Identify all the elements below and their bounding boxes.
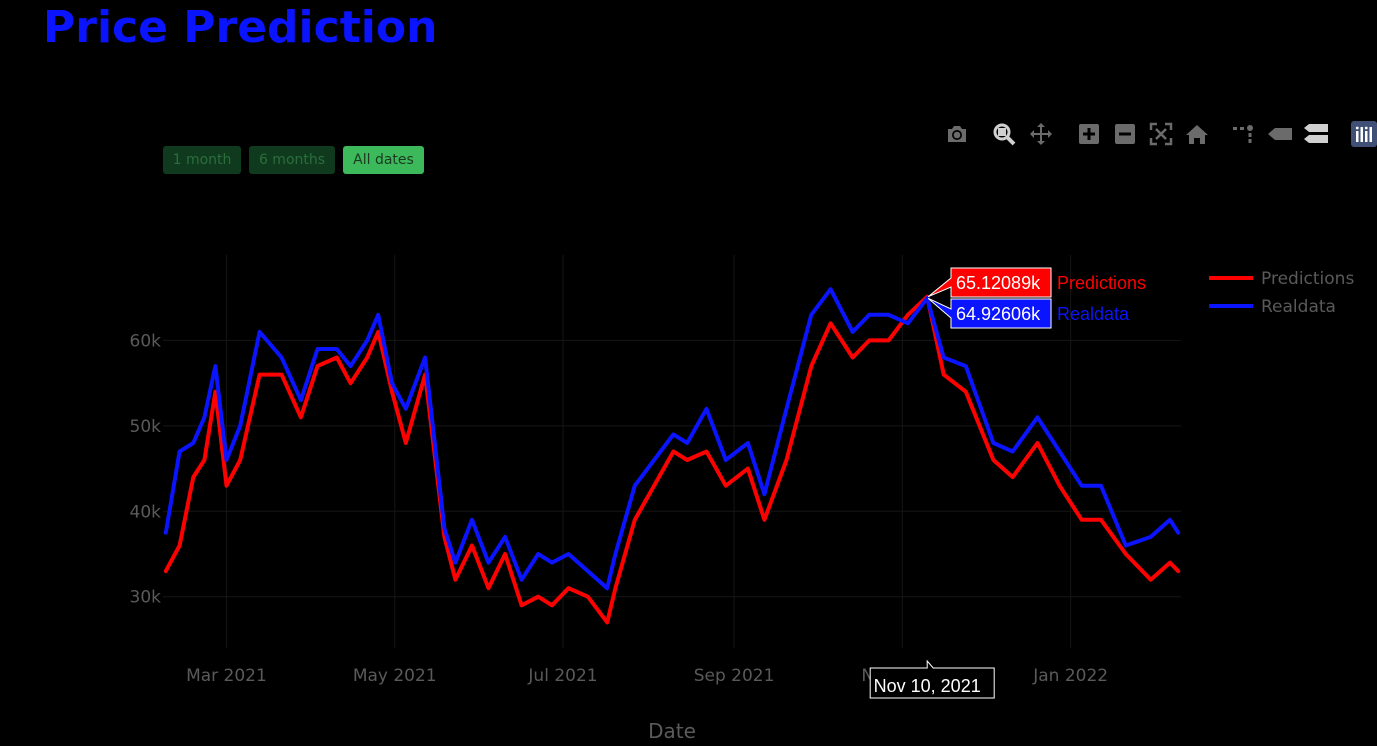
x-tick-label: Jan 2022 <box>1032 666 1108 686</box>
camera-icon[interactable] <box>943 120 971 148</box>
chart-toolbar <box>940 120 1377 148</box>
y-tick-label: 40k <box>130 502 162 522</box>
x-tick-label: May 2021 <box>353 666 437 686</box>
range-button-1-month[interactable]: 1 month <box>163 146 241 174</box>
hover-box-0 <box>927 267 1052 298</box>
x-tick-label: Mar 2021 <box>186 666 267 686</box>
legend-label-realdata[interactable]: Realdata <box>1261 297 1336 317</box>
range-button-6-months[interactable]: 6 months <box>249 146 335 174</box>
x-tick-label: Jul 2021 <box>527 666 597 686</box>
range-button-all-dates[interactable]: All dates <box>343 146 424 174</box>
spike-lines-icon[interactable] <box>1229 120 1257 148</box>
hover-series-name-1: Realdata <box>1057 304 1130 324</box>
series-line-predictions[interactable] <box>163 294 1181 625</box>
zoom-out-icon[interactable] <box>1111 120 1139 148</box>
reset-axes-icon[interactable] <box>1183 120 1211 148</box>
y-tick-label: 30k <box>130 588 162 608</box>
x-tick-label: Sep 2021 <box>694 666 775 686</box>
hover-closest-icon[interactable] <box>1266 120 1294 148</box>
series-line-realdata[interactable] <box>163 287 1181 591</box>
y-tick-label: 60k <box>130 331 162 351</box>
hover-date-label: Nov 10, 2021 <box>874 676 981 696</box>
page-title: Price Prediction <box>43 2 438 53</box>
hover-value-1: 64.92606k <box>956 304 1041 324</box>
y-tick-label: 50k <box>130 417 162 437</box>
hover-box-1 <box>927 297 1052 329</box>
zoom-in-icon[interactable] <box>1075 120 1103 148</box>
hover-date-box <box>869 659 995 699</box>
hover-compare-icon[interactable] <box>1302 120 1330 148</box>
zoom-icon[interactable] <box>990 120 1018 148</box>
x-axis-title: Date <box>648 719 696 743</box>
legend-label-predictions[interactable]: Predictions <box>1261 269 1354 289</box>
hover-value-0: 65.12089k <box>956 273 1041 293</box>
autoscale-icon[interactable] <box>1147 120 1175 148</box>
plotly-logo-icon[interactable] <box>1350 120 1377 148</box>
hover-series-name-0: Predictions <box>1057 273 1146 293</box>
pan-icon[interactable] <box>1027 120 1055 148</box>
